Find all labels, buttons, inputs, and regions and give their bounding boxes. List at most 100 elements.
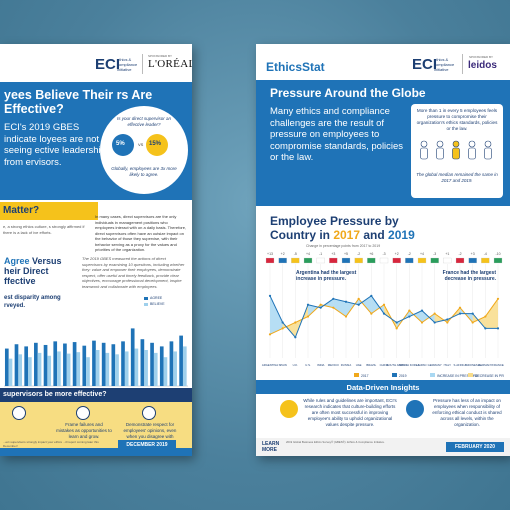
series-2019-line-point-2	[294, 336, 297, 339]
bar-agree-7	[72, 342, 77, 386]
x-tick-label-10: SOUTH AFRICA	[386, 363, 407, 367]
insight-left-text: While rules and guidelines are important…	[303, 398, 397, 427]
sponsor-logo-loreal: L'ORÉAL	[148, 58, 192, 70]
series-2019-line-point-1	[281, 321, 284, 324]
supervisor-text: In many cases, direct supervisors are th…	[95, 214, 187, 252]
insights-title: Data-Driven Insights	[346, 383, 420, 392]
bar-believe-6	[66, 353, 71, 386]
bottom-question-band	[0, 388, 192, 402]
x-tick-label-3: U.S.	[305, 363, 311, 367]
legend-label-1: 2019	[399, 374, 407, 378]
legend-swatch-2	[430, 373, 435, 377]
change-label-12: +4	[420, 252, 424, 256]
flag-icon-9	[379, 257, 389, 264]
stat-note: Globally, employees are 3x more likely t…	[111, 166, 177, 177]
note-argentina: Argentina had the largest increase in pr…	[296, 270, 357, 282]
series-2017-line-point-1	[281, 327, 284, 330]
chart-title: Employee Pressure by Country in 2017 and…	[270, 214, 430, 242]
person-icon-body-2	[452, 147, 460, 160]
flag-icon-0	[265, 257, 275, 264]
sponsor-label: SPONSORED BY	[148, 54, 173, 58]
yes-dot	[112, 134, 134, 156]
eci-logo: ECI	[95, 56, 121, 73]
legend-label-3: DECREASE IN PRESSURE	[475, 374, 504, 378]
flag-icon-11	[405, 257, 414, 264]
bar-agree-10	[101, 342, 106, 386]
x-tick-label-13: GERMANY	[428, 363, 442, 367]
x-tick-label-2: U.K.	[293, 363, 299, 367]
flag-icon-3	[303, 257, 313, 264]
poster-left: ECI ethics & compliance initiative SPONS…	[0, 44, 192, 456]
bar-agree-4	[43, 344, 48, 386]
people-icon-row	[420, 140, 492, 160]
chart-title-and: and	[360, 228, 389, 242]
flag-icon-5	[329, 257, 338, 264]
change-label-18: -10	[495, 252, 500, 256]
person-icon-head-2	[452, 140, 460, 148]
change-label-3: +4	[306, 252, 310, 256]
series-2019-line-point-15	[458, 312, 462, 315]
series-2017-line-point-9	[382, 303, 386, 306]
diff-area-5	[333, 298, 346, 317]
bar-agree-12	[121, 341, 125, 386]
series-2019-line-point-9	[382, 312, 386, 315]
learn-more-label: LEARN MORE	[262, 441, 280, 453]
poster-title: yees Believe Their rs Are Effective?	[4, 88, 153, 116]
legend-agree: AGREE	[150, 296, 163, 300]
callout-note: The global median remained the same in 2…	[416, 172, 498, 183]
insights-band	[256, 380, 510, 394]
person-icon-body-0	[420, 147, 428, 160]
bar-agree-2	[24, 346, 29, 386]
legend-swatch-1	[392, 373, 397, 377]
agree-word: Agree	[4, 256, 30, 266]
change-label-16: +3	[471, 252, 475, 256]
person-icon-head-1	[436, 140, 444, 148]
flag-icon-2	[291, 257, 300, 264]
diff-area-17	[485, 298, 498, 329]
series-2019-line-point-18	[496, 327, 500, 330]
change-label-17: -4	[484, 252, 487, 256]
bar-agree-5	[53, 341, 58, 386]
date-badge: FEBRUARY 2020	[446, 442, 504, 452]
insight-right-text: Pressure has less of an impact on employ…	[432, 398, 502, 427]
people-icon	[142, 406, 156, 420]
logo-divider	[462, 54, 463, 74]
bar-believe-10	[105, 352, 110, 386]
series-2017-line-point-17	[484, 315, 487, 318]
bar-believe-15	[153, 352, 158, 386]
series-2019-line-point-17	[484, 327, 487, 330]
flag-icon-10	[392, 257, 401, 264]
change-label-4: -1	[319, 252, 322, 256]
bar-believe-4	[47, 355, 52, 386]
tip-text-2: Frame failures and mistakes as opportuni…	[56, 422, 112, 439]
change-label-2: -5	[294, 252, 297, 256]
bar-agree-17	[169, 341, 174, 386]
series-2019-line-point-13	[433, 321, 436, 324]
matter-banner-text: Matter?	[3, 205, 40, 216]
bar-believe-18	[182, 346, 187, 386]
bar-believe-3	[37, 352, 42, 386]
change-label-5: +3	[331, 252, 335, 256]
series-2017-line-point-12	[420, 321, 424, 324]
series-2017-line-point-13	[433, 312, 436, 315]
change-label-13: -3	[433, 252, 436, 256]
series-2019-line-point-16	[471, 312, 474, 315]
x-tick-label-8: BRAZIL	[366, 363, 376, 367]
flag-icon-1	[278, 257, 287, 264]
series-2019-line-point-0	[268, 294, 272, 297]
series-2017-line-point-11	[408, 309, 411, 312]
series-2019-line-point-12	[420, 309, 424, 312]
poster-left-foot	[0, 448, 192, 456]
legend-believe: BELIEVE	[150, 302, 165, 306]
agree-line-2: heir Direct	[4, 266, 49, 276]
legend-swatch-3	[468, 373, 473, 377]
bar-agree-9	[92, 340, 96, 386]
poster-right: EthicsStat ECI ethics & compliance initi…	[256, 44, 510, 456]
bar-agree-8	[82, 345, 87, 386]
change-label-15: -2	[458, 252, 461, 256]
bar-believe-7	[76, 352, 81, 386]
ethicsstat-logo: EthicsStat	[266, 60, 325, 74]
puzzle-icon	[280, 400, 298, 418]
series-2019-line-point-14	[446, 318, 449, 321]
sponsor-logo-leidos: leidos	[468, 60, 497, 71]
